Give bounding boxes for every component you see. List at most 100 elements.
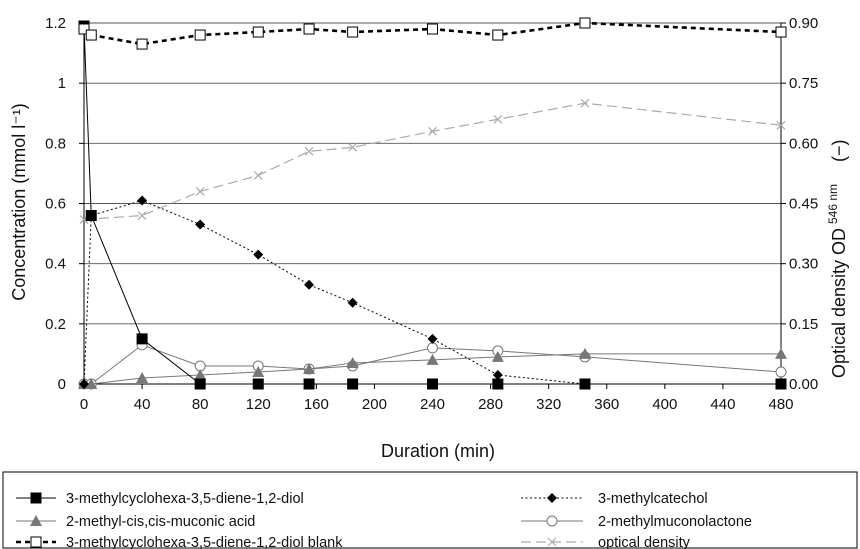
x-tick-label: 440: [710, 396, 735, 413]
legend-label: optical density: [598, 535, 691, 549]
series-point: [252, 26, 264, 38]
series-point: [348, 142, 358, 152]
series-point: [427, 378, 438, 390]
series-point: [776, 120, 786, 130]
series-point-stroke: [428, 126, 437, 136]
series-point-stroke: [348, 142, 358, 152]
series-point: [303, 362, 316, 374]
series-4: [78, 17, 787, 50]
series-point: [195, 187, 205, 196]
series-point: [79, 379, 89, 389]
legend-label: 3-methylcyclohexa-3,5-diene-1,2-diol: [66, 491, 304, 507]
y-left-tick-label: 0: [58, 376, 66, 393]
series-point: [253, 249, 264, 260]
series-point-stroke: [493, 114, 503, 124]
series-point: [346, 356, 359, 368]
x-tick-labels: 0 40 80 120 160 200 240 280 320 360 400 440 480: [80, 384, 794, 413]
legend-item: 3-methylcyclohexa-3,5-diene-1,2-diol bla…: [16, 535, 343, 549]
gridlines: [84, 22, 781, 325]
legend-item: 2-methylmuconolactone: [521, 514, 752, 530]
series-point: [137, 195, 148, 206]
legend-label: 3-methylcyclohexa-3,5-diene-1,2-diol bla…: [66, 535, 343, 549]
series-point: [580, 98, 590, 108]
series-point: [492, 369, 503, 380]
legend-item: 2-methyl-cis,cis-muconic acid: [16, 514, 255, 530]
series-line: [83, 25, 781, 385]
x-tick-label: 400: [652, 396, 677, 413]
legend-label: 2-methylmuconolactone: [598, 514, 752, 530]
x-tick-label: 280: [478, 396, 503, 413]
series-layer: [78, 17, 787, 390]
series-point: [136, 333, 148, 345]
x-tick-label: 320: [536, 396, 561, 413]
y-left-tick-label: 0.6: [45, 196, 66, 213]
series-point: [492, 378, 504, 390]
series-point: [194, 368, 207, 380]
series-point: [194, 29, 206, 41]
series-point-stroke: [580, 98, 590, 108]
legend-item: 3-methylcatechol: [521, 491, 708, 507]
x-tick-label: 80: [192, 396, 209, 413]
y-right-tick-label: 0.60: [789, 135, 818, 152]
y-right-axis-title-unit: (−): [829, 140, 849, 163]
y-right-tick-label: 0.45: [789, 196, 818, 213]
series-point: [85, 378, 98, 389]
series-point-stroke: [776, 120, 786, 130]
series-point: [347, 26, 359, 38]
series-point: [775, 26, 787, 38]
series-point: [85, 210, 97, 222]
legend-label: 2-methyl-cis,cis-muconic acid: [66, 514, 255, 530]
legend-item: 3-methylcyclohexa-3,5-diene-1,2-diol: [16, 491, 304, 507]
y-left-axis-title: Concentration (mmol l⁻¹): [9, 103, 29, 301]
series-point: [137, 211, 147, 220]
series-point: [579, 17, 591, 29]
series-point: [303, 23, 315, 35]
series-point: [136, 371, 149, 383]
series-point: [547, 537, 557, 547]
series-point: [252, 378, 264, 390]
series-point: [578, 347, 591, 359]
y-left-tick-label: 0.4: [45, 256, 66, 273]
series-point: [427, 342, 438, 354]
series-point: [195, 219, 206, 230]
series-point: [304, 279, 315, 290]
x-tick-label: 160: [304, 396, 329, 413]
series-1: [79, 195, 590, 389]
y-right-axis-title: Optical density OD 546 nm (−): [826, 140, 849, 379]
series-point: [546, 515, 558, 527]
series-point: [579, 378, 591, 390]
y-right-tick-label: 0.15: [789, 316, 818, 333]
series-point: [427, 23, 438, 35]
y-left-tick-label: 0.8: [45, 135, 66, 152]
y-left-tick-label: 1.2: [45, 15, 66, 32]
y-left-tick-labels: 0 0.2 0.4 0.6 0.8 1 1.2: [45, 15, 84, 393]
series-point-stroke: [304, 146, 314, 156]
series-point: [30, 536, 42, 548]
series-point: [428, 126, 437, 136]
y-right-tick-label: 0.30: [789, 256, 818, 273]
y-left-tick-label: 0.2: [45, 316, 66, 333]
series-point: [493, 114, 503, 124]
y-right-axis-title-sub: 546 nm: [826, 184, 840, 224]
series-point: [347, 378, 359, 390]
series-point: [491, 350, 504, 362]
series-point: [194, 378, 206, 390]
series-point: [253, 170, 263, 180]
x-tick-label: 40: [134, 396, 151, 413]
series-point: [492, 29, 504, 41]
series-point: [136, 38, 148, 50]
x-tick-label: 120: [246, 396, 271, 413]
series-point: [427, 333, 438, 344]
x-tick-label: 200: [362, 396, 387, 413]
series-point: [30, 515, 42, 526]
series-point: [30, 492, 42, 504]
series-point-stroke: [195, 187, 205, 196]
legend-box: [2, 471, 858, 549]
series-point: [85, 29, 97, 41]
y-right-tick-label: 0.75: [789, 75, 818, 92]
legend-label: 3-methylcatechol: [598, 491, 708, 507]
series-5: [79, 98, 786, 224]
series-point: [775, 347, 787, 359]
series-point: [252, 365, 265, 377]
